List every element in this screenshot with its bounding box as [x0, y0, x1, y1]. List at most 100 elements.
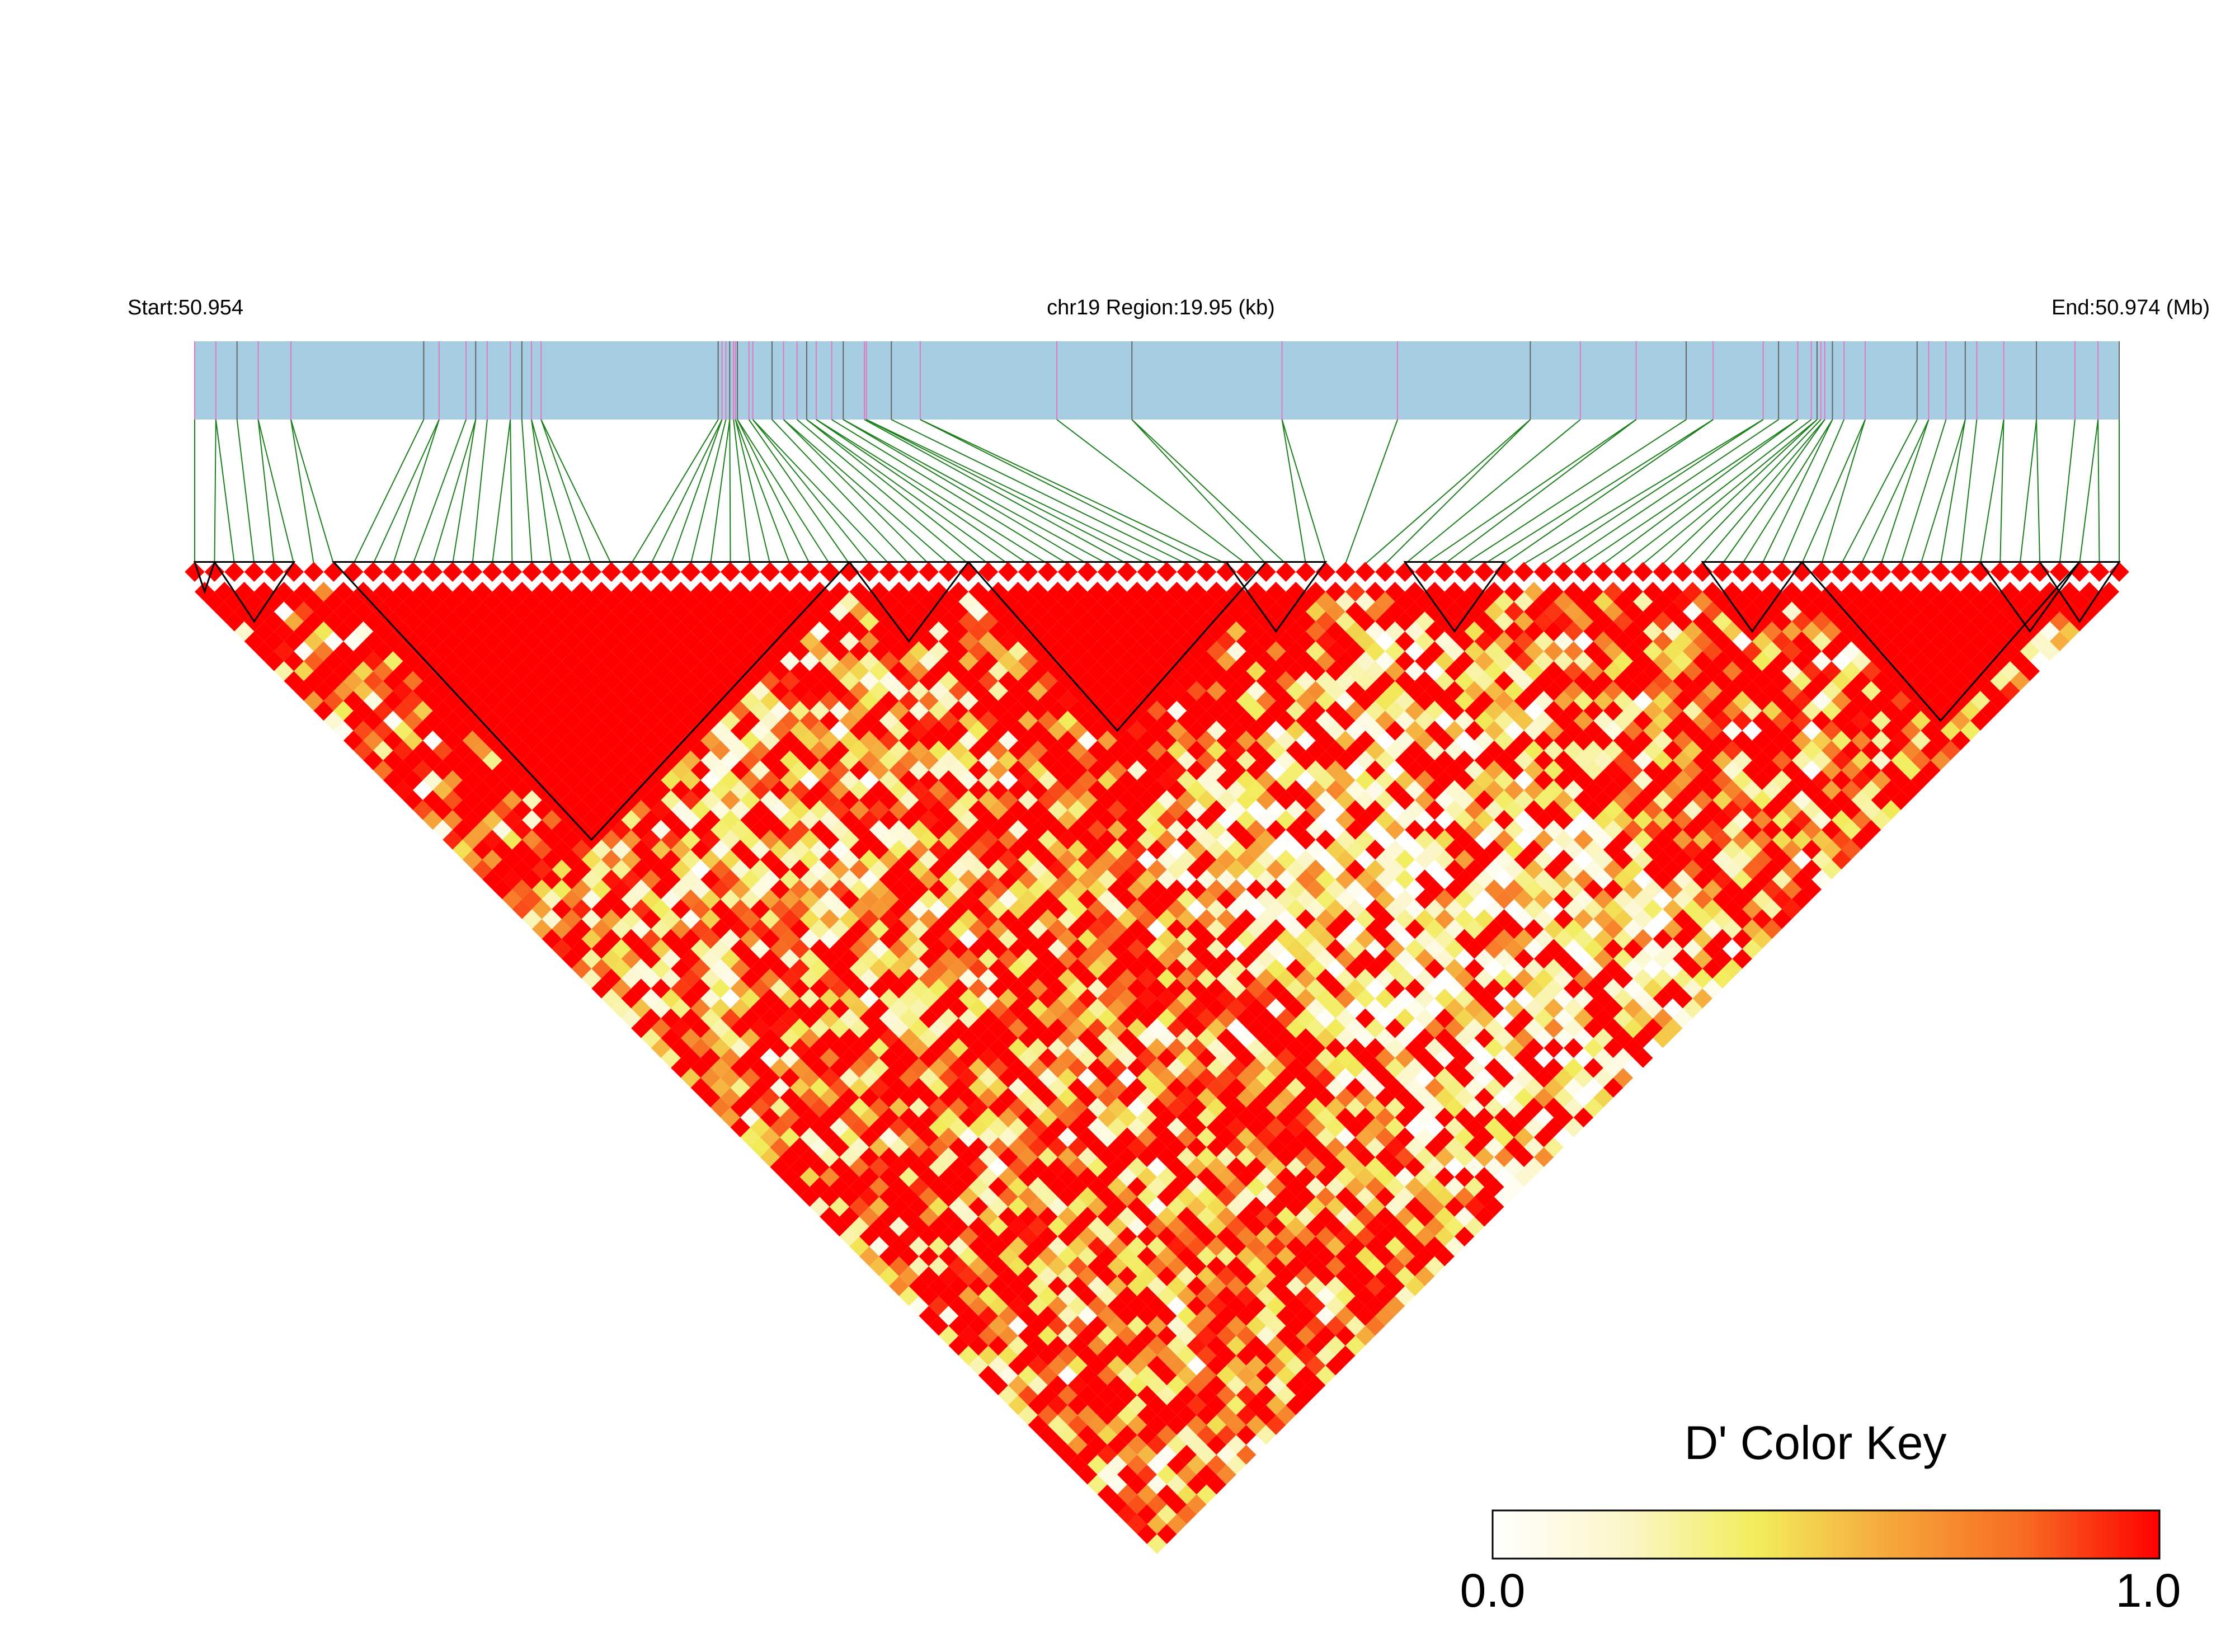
ld-cell — [1573, 770, 1594, 790]
ld-cell — [1385, 958, 1405, 979]
ld-cell — [978, 1167, 999, 1187]
ld-cell — [1018, 929, 1038, 949]
ld-cell — [502, 809, 523, 830]
ld-cell — [453, 840, 473, 860]
ld-cell — [591, 621, 611, 642]
ld-cell — [1385, 681, 1405, 701]
ld-cell — [730, 879, 750, 900]
ld-cell — [1187, 1296, 1207, 1316]
ld-cell — [780, 651, 800, 671]
ld-cell — [363, 611, 383, 632]
ld-cell — [879, 770, 899, 790]
ld-cell — [829, 780, 850, 801]
ld-cell — [680, 611, 701, 632]
ld-cell — [552, 840, 572, 860]
ld-cell — [730, 859, 750, 879]
snp-diagonal-marker — [978, 562, 999, 582]
ld-cell — [641, 691, 661, 711]
ld-cell — [680, 730, 701, 751]
ld-cell — [552, 661, 572, 681]
ld-cell — [879, 1127, 899, 1147]
ld-cell — [453, 582, 473, 602]
ld-cell — [432, 601, 453, 622]
ld-cell — [829, 601, 850, 622]
ld-cell — [1117, 809, 1137, 830]
ld-cell — [1187, 681, 1207, 701]
ld-cell — [1187, 859, 1207, 879]
snp-connector — [491, 419, 511, 572]
ld-cell — [978, 591, 999, 612]
ld-cell — [1474, 790, 1494, 810]
snp-diagonal-marker — [1276, 562, 1296, 582]
ld-cell — [641, 611, 661, 632]
ld-cell — [1067, 760, 1088, 780]
ld-cell — [1187, 1395, 1207, 1415]
ld-cell — [641, 1028, 661, 1048]
ld-cell — [829, 859, 850, 879]
ld-cell — [1385, 1058, 1405, 1078]
ld-cell — [1067, 1335, 1088, 1356]
ld-cell — [879, 1187, 899, 1207]
ld-cell — [1187, 1137, 1207, 1157]
snp-connector — [1464, 419, 1687, 572]
ld-cell — [502, 671, 523, 691]
ld-cell — [482, 730, 502, 751]
ld-cell — [552, 681, 572, 701]
ld-cell — [780, 770, 800, 790]
snp-diagonal-marker — [1097, 562, 1118, 582]
snp-connector — [1281, 419, 1306, 572]
snp-diagonal-marker — [284, 562, 304, 582]
snp-diagonal-marker — [304, 562, 324, 582]
snp-connector — [510, 419, 513, 572]
ld-cell — [1187, 1216, 1207, 1237]
ld-cell — [274, 621, 294, 642]
ld-cell — [1117, 691, 1137, 711]
ld-cell — [1018, 830, 1038, 850]
ld-cell — [1286, 859, 1306, 879]
ld-cell — [591, 780, 611, 801]
ld-cell — [432, 740, 453, 761]
ld-cell — [780, 989, 800, 1009]
ld-cell — [1286, 800, 1306, 820]
ld-cell — [829, 661, 850, 681]
ld-cell — [531, 601, 552, 622]
ld-cell — [1673, 849, 1693, 870]
ld-cell — [2059, 621, 2080, 642]
ld-cell — [1067, 939, 1088, 959]
ld-cell — [1018, 1345, 1038, 1366]
ld-cell — [1067, 1356, 1088, 1376]
snp-diagonal-marker — [740, 562, 760, 582]
ld-cell — [1673, 611, 1693, 632]
snp-diagonal-marker — [859, 562, 879, 582]
ld-cell — [1067, 780, 1088, 801]
ld-cell — [730, 601, 750, 622]
snp-diagonal-marker — [462, 562, 483, 582]
snp-diagonal-marker — [581, 562, 602, 582]
ld-cell — [1673, 591, 1693, 612]
ld-cell — [1018, 1147, 1038, 1168]
ld-cell — [1187, 1058, 1207, 1078]
ld-cell — [978, 1028, 999, 1048]
snp-diagonal-marker — [1673, 562, 1693, 582]
ld-cell — [1673, 1008, 1693, 1028]
ld-cell — [829, 919, 850, 939]
ld-cell — [1286, 978, 1306, 999]
ld-cell — [482, 691, 502, 711]
snp-diagonal-marker — [700, 562, 721, 582]
ld-cell — [313, 601, 334, 622]
ld-cell — [780, 691, 800, 711]
snp-connector — [257, 419, 295, 572]
ld-cell — [641, 750, 661, 770]
snp-connector — [1424, 419, 1637, 572]
ld-cell — [552, 740, 572, 761]
ld-cell — [1385, 899, 1405, 919]
ld-cell — [1117, 889, 1137, 910]
ld-cell — [531, 681, 552, 701]
ld-cell — [1573, 830, 1594, 850]
ld-cell — [1286, 1077, 1306, 1098]
snp-diagonal-marker — [1018, 562, 1038, 582]
ld-cell — [1187, 1157, 1207, 1177]
ld-cell — [1067, 1018, 1088, 1038]
region-label: chr19 Region:19.95 (kb) — [1047, 296, 1275, 319]
ld-cell — [1018, 1028, 1038, 1048]
